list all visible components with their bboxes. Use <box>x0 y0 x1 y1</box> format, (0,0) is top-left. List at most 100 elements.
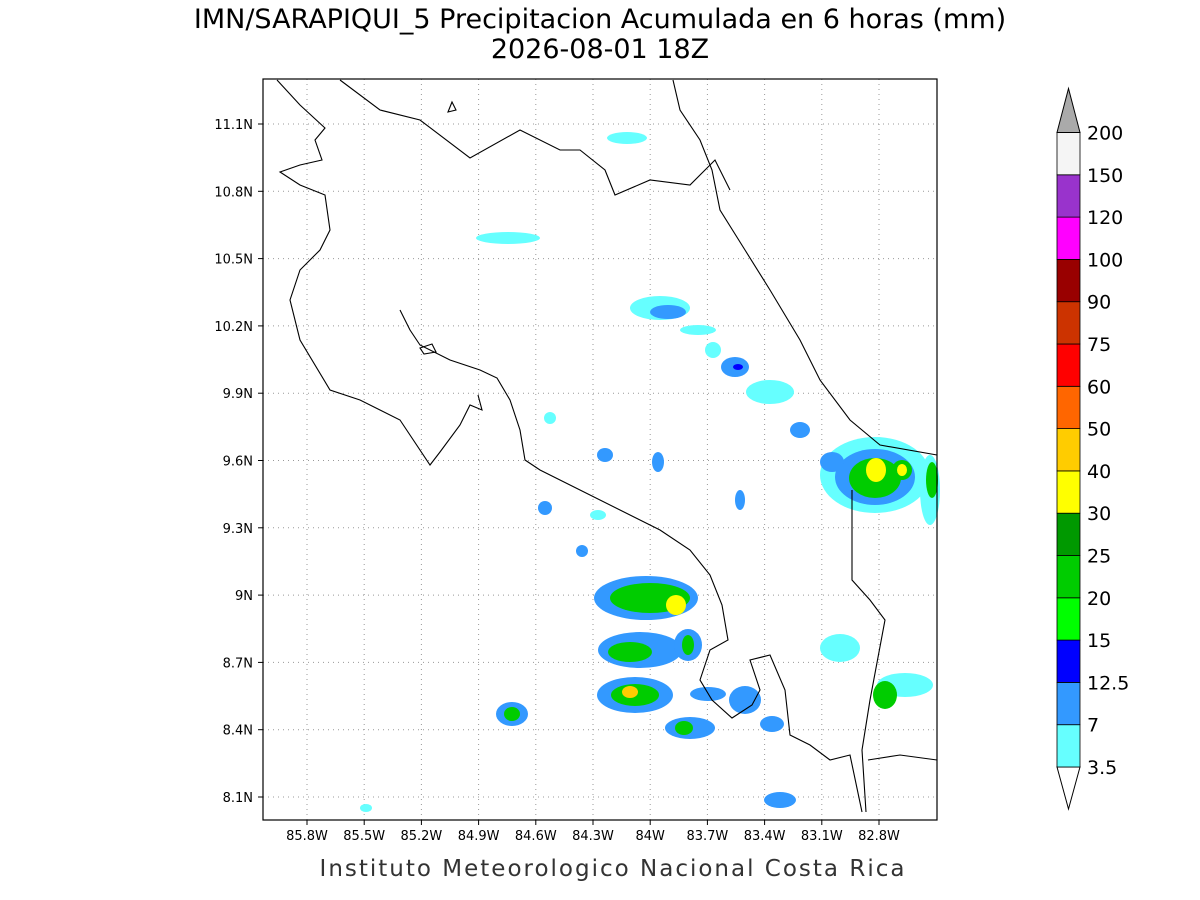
lon-label: 84.6W <box>515 829 557 844</box>
coastline <box>867 754 938 761</box>
rain-area <box>652 452 664 472</box>
map-frame <box>262 78 938 821</box>
colorbar-label: 7 <box>1087 715 1099 737</box>
colorbar-label: 30 <box>1087 503 1111 525</box>
rain-area <box>790 422 810 438</box>
colorbar-arrow <box>1056 86 1081 133</box>
rain-area <box>866 458 886 482</box>
lon-label: 83.1W <box>801 829 843 844</box>
lat-label: 8.1N <box>223 791 253 806</box>
rain-area <box>608 642 652 662</box>
lon-label: 83.4W <box>744 829 786 844</box>
colorbar-segment <box>1056 555 1081 599</box>
rain-area <box>680 325 716 335</box>
rain-area <box>733 364 743 370</box>
colorbar-label: 120 <box>1087 207 1123 229</box>
rain-area <box>538 501 552 515</box>
colorbar-label: 200 <box>1087 123 1123 145</box>
lon-label: 85.5W <box>343 829 385 844</box>
rain-area <box>504 707 520 721</box>
rain-area <box>476 232 540 244</box>
rain-area <box>764 792 796 808</box>
rain-area <box>622 686 638 698</box>
rain-area <box>873 681 897 709</box>
lon-label: 82.8W <box>858 829 900 844</box>
coastline <box>672 79 938 456</box>
lon-label: 85.8W <box>286 829 328 844</box>
colorbar-label: 50 <box>1087 419 1111 441</box>
border <box>339 79 731 196</box>
lon-label: 83.7W <box>686 829 728 844</box>
rain-area <box>360 804 372 812</box>
island <box>419 343 437 355</box>
colorbar-arrow <box>1056 766 1081 811</box>
subtitle: 2026-08-01 18Z <box>491 34 709 65</box>
lat-label: 9.6N <box>223 455 253 470</box>
colorbar-segment <box>1056 343 1081 387</box>
colorbar: 3.5 7 12.5 15 20 25 30 40 50 60 75 90 100 120 150 200 <box>1056 86 1129 811</box>
colorbar-segment <box>1056 216 1081 260</box>
colorbar-label: 15 <box>1087 630 1111 652</box>
rain-area <box>666 595 686 615</box>
colorbar-segment <box>1056 428 1081 472</box>
colorbar-label: 12.5 <box>1087 672 1129 694</box>
colorbar-segment <box>1056 470 1081 514</box>
island <box>447 100 457 113</box>
rain-area <box>576 545 588 557</box>
lat-label: 10.5N <box>214 253 253 268</box>
rain-area <box>746 380 794 404</box>
colorbar-label: 100 <box>1087 249 1123 271</box>
colorbar-segment <box>1056 132 1081 176</box>
colorbar-segment <box>1056 512 1081 556</box>
lat-label: 8.7N <box>223 656 253 671</box>
rain-area <box>675 721 693 735</box>
colorbar-segment <box>1056 682 1081 726</box>
lat-label: 9.3N <box>223 522 253 537</box>
lat-label: 9.9N <box>223 387 253 402</box>
rain-area <box>705 342 721 358</box>
rain-area <box>544 412 556 424</box>
colorbar-label: 150 <box>1087 165 1123 187</box>
footer: Instituto Meteorologico Nacional Costa R… <box>320 856 907 882</box>
title: IMN/SARAPIQUI_5 Precipitacion Acumulada … <box>194 4 1006 35</box>
colorbar-segment <box>1056 258 1081 303</box>
coastlines <box>276 79 938 813</box>
colorbar-label: 25 <box>1087 546 1111 568</box>
rain-area <box>607 132 647 144</box>
coastline <box>276 79 483 466</box>
colorbar-label: 60 <box>1087 376 1111 398</box>
rain-area <box>729 686 761 714</box>
colorbar-label: 20 <box>1087 588 1111 610</box>
rain-area <box>820 452 844 472</box>
lat-label: 11.1N <box>214 118 253 133</box>
colorbar-segment <box>1056 301 1081 345</box>
lon-label: 85.2W <box>400 829 442 844</box>
rain-area <box>760 716 784 732</box>
lon-label: 84.3W <box>572 829 614 844</box>
lon-label: 84.9W <box>458 829 500 844</box>
lat-label: 8.4N <box>223 724 253 739</box>
coastline <box>399 309 863 813</box>
precipitation <box>360 132 940 812</box>
rain-area <box>650 305 686 319</box>
colorbar-segment <box>1056 724 1081 768</box>
colorbar-segment <box>1056 174 1081 218</box>
rain-area <box>590 510 606 520</box>
lat-label: 10.8N <box>214 185 253 200</box>
lat-label: 10.2N <box>214 320 253 335</box>
rain-area <box>897 464 907 476</box>
lon-label: 84W <box>635 829 665 844</box>
rain-area <box>682 635 694 655</box>
rain-area <box>597 448 613 462</box>
colorbar-segment <box>1056 597 1081 641</box>
colorbar-label: 40 <box>1087 461 1111 483</box>
colorbar-label: 75 <box>1087 334 1111 356</box>
colorbar-segment <box>1056 385 1081 429</box>
rain-area <box>820 634 860 662</box>
colorbar-segment <box>1056 639 1081 683</box>
colorbar-label: 90 <box>1087 292 1111 314</box>
rain-area <box>926 462 938 498</box>
rain-area <box>735 490 745 510</box>
lat-label: 9N <box>235 589 253 604</box>
border <box>851 490 886 813</box>
